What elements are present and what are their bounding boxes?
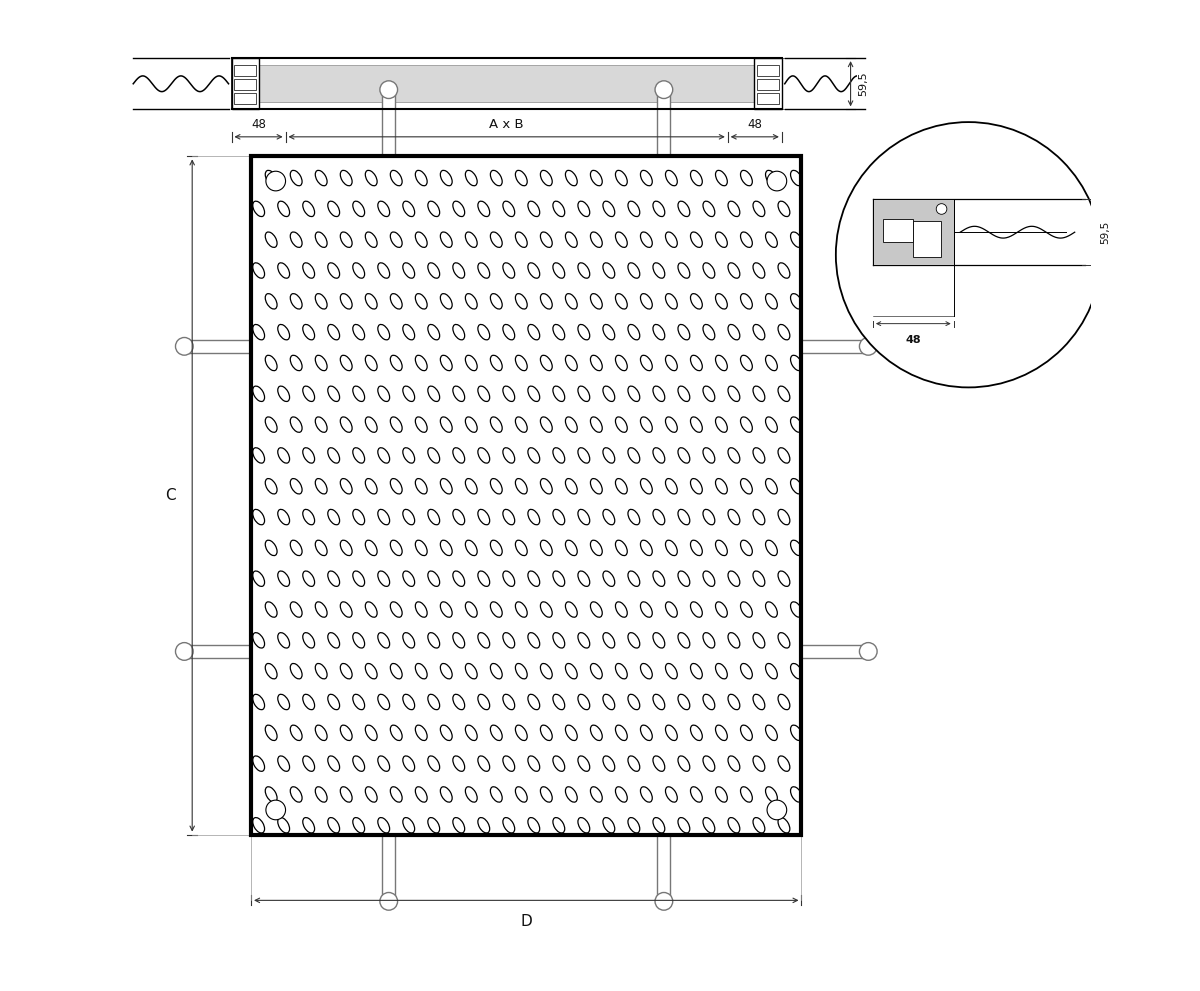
Text: A x B: A x B	[490, 118, 524, 131]
Bar	[872, 199, 954, 266]
Text: 48: 48	[251, 118, 266, 131]
Text: 59,5: 59,5	[1100, 221, 1110, 244]
Circle shape	[859, 642, 877, 660]
Bar	[383, 89, 395, 157]
Circle shape	[266, 800, 286, 820]
Circle shape	[655, 893, 673, 910]
Bar	[234, 78, 256, 90]
Bar	[251, 157, 802, 834]
Bar	[251, 157, 802, 834]
Text: D: D	[521, 915, 532, 930]
Bar	[802, 340, 869, 353]
Circle shape	[859, 338, 877, 355]
Bar	[383, 834, 395, 902]
Bar	[232, 58, 781, 109]
Circle shape	[655, 81, 673, 98]
Text: C: C	[166, 488, 176, 503]
Bar	[658, 834, 671, 902]
Bar	[802, 645, 869, 658]
Bar	[185, 340, 251, 353]
Bar	[757, 64, 779, 76]
Circle shape	[175, 338, 193, 355]
Circle shape	[936, 204, 947, 214]
Circle shape	[175, 642, 193, 660]
Bar	[234, 64, 256, 76]
Text: 59,5: 59,5	[858, 71, 869, 96]
Circle shape	[266, 171, 286, 191]
Circle shape	[836, 122, 1102, 387]
Bar	[883, 219, 913, 242]
Text: 48: 48	[748, 118, 762, 131]
Bar	[913, 221, 941, 258]
Bar	[757, 78, 779, 90]
Circle shape	[380, 893, 397, 910]
Bar	[658, 89, 671, 157]
Bar	[757, 93, 779, 104]
Bar	[185, 645, 251, 658]
Bar	[755, 58, 781, 109]
Bar	[234, 93, 256, 104]
Circle shape	[380, 81, 397, 98]
Text: 48: 48	[906, 335, 922, 346]
Bar	[250, 65, 764, 102]
Bar	[232, 58, 259, 109]
Circle shape	[767, 800, 787, 820]
Circle shape	[767, 171, 787, 191]
